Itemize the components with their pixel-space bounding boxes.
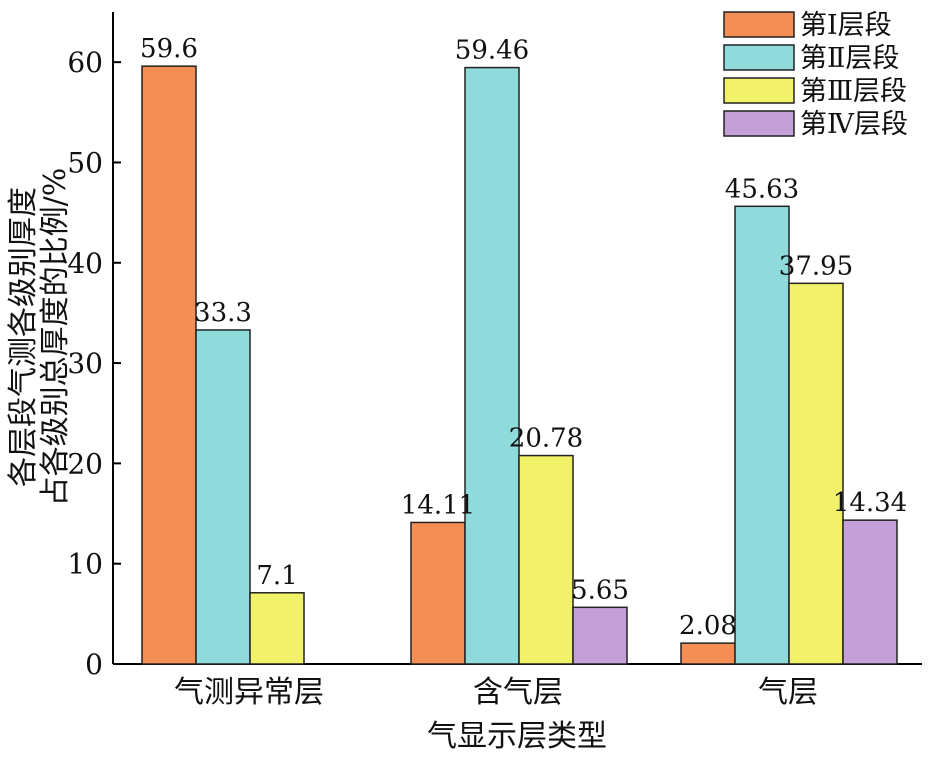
legend-swatch	[723, 44, 795, 71]
bars	[141, 65, 898, 665]
x-axis-title: 气显示层类型	[427, 719, 607, 752]
y-tick-label: 40	[67, 247, 103, 280]
y-tick-label: 20	[67, 447, 103, 480]
y-tick-label: 60	[67, 46, 103, 79]
y-tick-label: 50	[67, 146, 103, 179]
bar	[249, 592, 305, 665]
x-categories: 气测异常层 含气层 气层	[174, 675, 818, 710]
bar	[195, 329, 251, 665]
legend-label: 第Ⅲ层段	[800, 76, 907, 107]
bar-value-label: 33.3	[194, 298, 252, 328]
bar-value-label: 59.46	[455, 36, 529, 66]
bar	[518, 454, 574, 665]
legend-swatch	[723, 77, 795, 104]
bar	[410, 521, 466, 665]
x-category-label: 气层	[758, 675, 818, 710]
data-labels: 59.6 33.3 7.1 14.11 59.46 20.78 5.65 2.08 45.63 3…	[140, 34, 907, 641]
legend-swatch	[723, 11, 795, 38]
y-ticks: 0 10 20 30 40 50 60	[67, 46, 121, 681]
bar-value-label: 2.08	[679, 611, 737, 641]
bar-value-label: 5.65	[571, 575, 629, 605]
bar-value-label: 37.95	[779, 251, 853, 281]
bar-value-label: 45.63	[725, 174, 799, 204]
bar	[842, 519, 898, 665]
x-category-label: 气测异常层	[174, 675, 324, 710]
bar	[464, 66, 520, 665]
bar	[141, 65, 197, 665]
bar-value-label: 14.34	[833, 488, 907, 518]
legend-label: 第Ⅰ层段	[800, 10, 892, 41]
y-axis-title: 各层段气测各级别厚度 占各级别总厚度的比例/%	[6, 168, 73, 507]
bar	[572, 606, 628, 665]
bar	[734, 205, 790, 665]
x-category-label: 含气层	[473, 675, 563, 710]
bar	[680, 642, 736, 665]
legend-label: 第Ⅳ层段	[800, 109, 908, 140]
bar-value-label: 7.1	[256, 561, 297, 591]
y-tick-label: 10	[67, 548, 103, 581]
y-tick-label: 30	[67, 347, 103, 380]
y-axis-title-line-2: 占各级别总厚度的比例/%	[38, 168, 73, 507]
y-axis-title-line-1: 各层段气测各级别厚度	[6, 187, 41, 487]
bar-value-label: 14.11	[401, 490, 475, 520]
bar-value-label: 20.78	[509, 424, 583, 454]
legend-label: 第Ⅱ层段	[800, 43, 899, 74]
bar-value-label: 59.6	[140, 34, 198, 64]
y-tick-label: 0	[85, 648, 103, 681]
bar	[788, 282, 844, 665]
legend-swatch	[723, 110, 795, 137]
